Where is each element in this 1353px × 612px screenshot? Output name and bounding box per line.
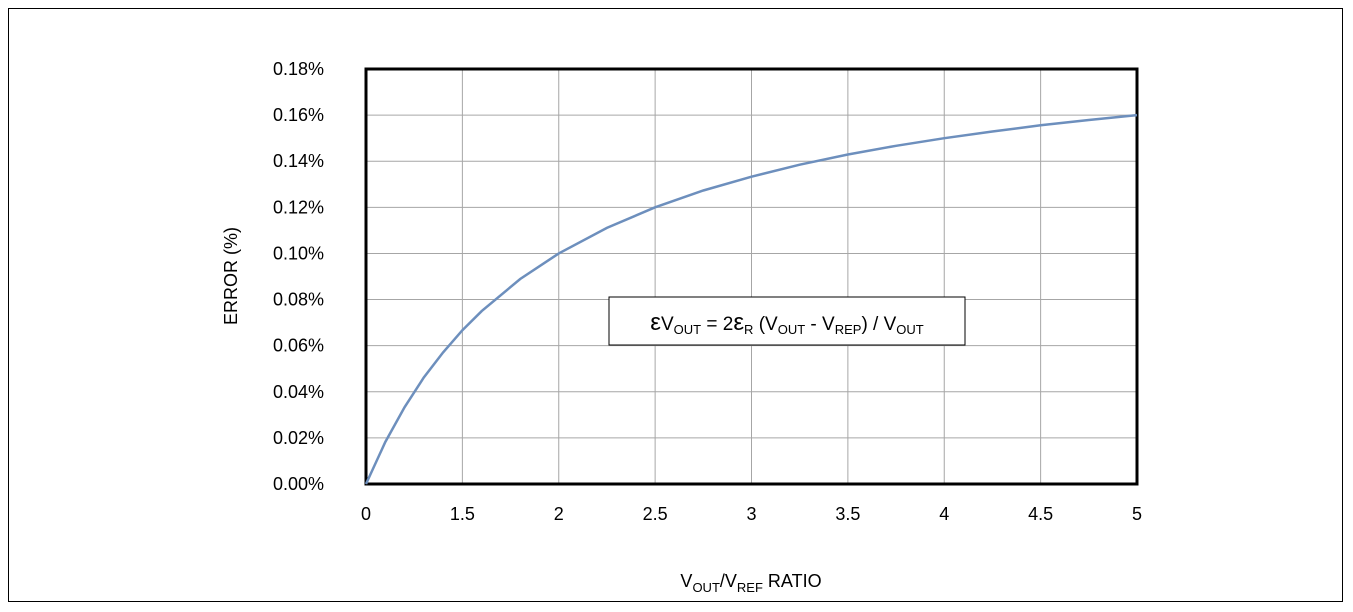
y-tick-label: 0.18% bbox=[273, 59, 324, 79]
x-tick-labels: 0 1.5 2 2.5 3 3.5 4 4.5 5 bbox=[361, 504, 1142, 524]
equation-annotation: εVOUT = 2εR (VOUT - VREP) / VOUT bbox=[608, 296, 966, 346]
grid-lines bbox=[365, 68, 1138, 485]
x-tick-label: 4.5 bbox=[1028, 504, 1053, 524]
x-tick-label: 1.5 bbox=[450, 504, 475, 524]
y-tick-label: 0.02% bbox=[273, 428, 324, 448]
y-tick-label: 0.06% bbox=[273, 336, 324, 356]
chart-frame bbox=[8, 8, 1343, 602]
y-tick-label: 0.16% bbox=[273, 105, 324, 125]
y-tick-labels: 0.00% 0.02% 0.04% 0.06% 0.08% 0.10% 0.12% 0.14%… bbox=[273, 59, 324, 494]
x-tick-label: 3.5 bbox=[835, 504, 860, 524]
y-axis-title: ERROR (%) bbox=[221, 227, 241, 325]
equation-box bbox=[608, 296, 966, 346]
x-tick-label: 5 bbox=[1132, 504, 1142, 524]
x-tick-label: 4 bbox=[939, 504, 949, 524]
y-tick-label: 0.10% bbox=[273, 243, 324, 263]
y-tick-label: 0.08% bbox=[273, 290, 324, 310]
plot-area-border bbox=[364, 67, 1139, 486]
error-curve bbox=[364, 113, 1138, 485]
y-tick-label: 0.04% bbox=[273, 382, 324, 402]
y-tick-label: 0.14% bbox=[273, 151, 324, 171]
equation-text: εVOUT = 2εR (VOUT - VREP) / VOUT bbox=[650, 309, 924, 337]
x-axis-title: VOUT/VREF RATIO bbox=[680, 571, 821, 595]
x-tick-label: 3 bbox=[746, 504, 756, 524]
x-tick-label: 0 bbox=[361, 504, 371, 524]
x-tick-label: 2.5 bbox=[643, 504, 668, 524]
y-tick-label: 0.12% bbox=[273, 197, 324, 217]
y-tick-label: 0.00% bbox=[273, 474, 324, 494]
x-tick-label: 2 bbox=[554, 504, 564, 524]
